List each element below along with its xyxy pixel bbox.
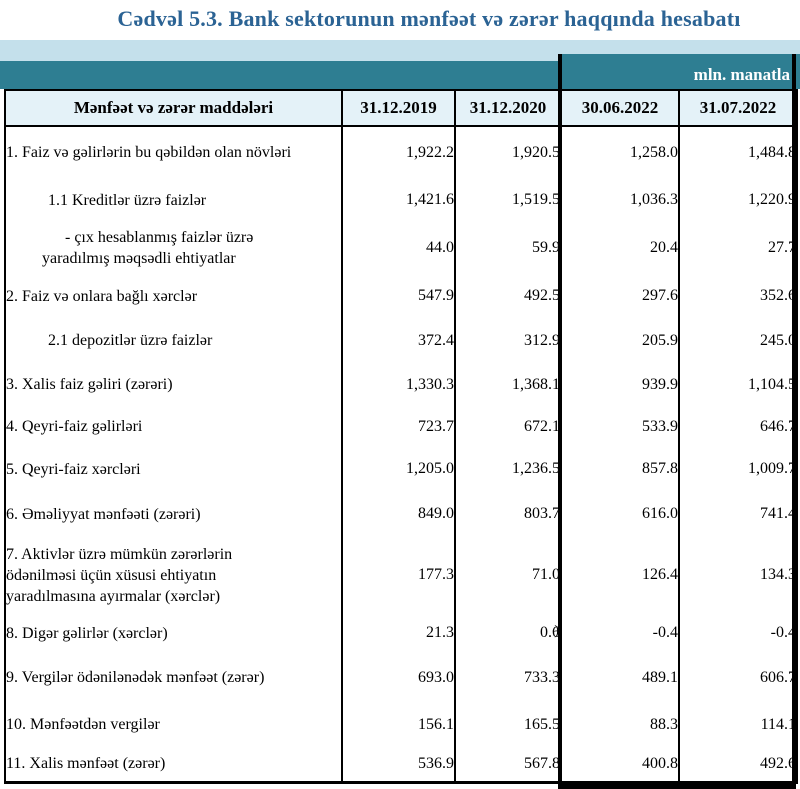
value-cell: 1,104.5	[678, 363, 797, 406]
row-label: 11. Xalis mənfəət (zərər)	[6, 755, 166, 773]
value-cell: 536.9	[341, 747, 455, 782]
row-label: - çıx hesablanmış faizlər üzrə yaradılmı…	[42, 229, 254, 267]
value-cell: 205.9	[560, 318, 679, 363]
value-cell: 59.9	[454, 222, 561, 274]
value-cell: 88.3	[560, 702, 679, 747]
value-cell: 1,920.5	[454, 126, 561, 178]
value-cell: 733.3	[454, 653, 561, 702]
value-cell: 71.0	[454, 537, 561, 613]
row-label: 2. Faiz və onlara bağlı xərclər	[6, 287, 198, 305]
row-label: 4. Qeyri-faiz gəlirləri	[6, 418, 143, 435]
stray-mark: )	[554, 623, 559, 639]
row-label: 5. Qeyri-faiz xərcləri	[6, 460, 141, 478]
value-cell: 1,036.3	[560, 178, 679, 222]
value-cell: 21.3	[341, 613, 455, 653]
value-cell: 27.7	[678, 222, 797, 274]
value-cell: 44.0	[341, 222, 455, 274]
row-label: 3. Xalis faiz gəliri (zərəri)	[6, 376, 173, 393]
unit-label: mln. manatla	[693, 65, 790, 84]
highlight-teal-step	[558, 54, 800, 61]
value-cell: 126.4	[560, 537, 679, 613]
value-cell: 1,484.8	[678, 126, 797, 178]
row-label: 8. Digər gəlirlər (xərclər)	[6, 624, 168, 642]
value-cell: 1,258.0	[560, 126, 679, 178]
table-row: 10. Mənfəətdən vergilər 156.1 165.5 88.3 114…	[5, 702, 797, 747]
column-header-jul2022: 31.07.2022	[678, 89, 798, 127]
value-cell: 134.3	[678, 537, 797, 613]
table-row: 3. Xalis faiz gəliri (zərəri) 1,330.3 1,36…	[5, 363, 797, 406]
table-header-row: Mənfəət və zərər maddələri 31.12.2019 31…	[4, 89, 798, 127]
value-cell: 0.6)	[454, 613, 561, 653]
value-cell: 400.8	[560, 747, 679, 782]
value-cell: 1,421.6	[341, 178, 455, 222]
row-label: 1.1 Kreditlər üzrə faizlər	[48, 191, 207, 209]
value-cell: 672.1	[454, 406, 561, 447]
value-cell: 1,220.9	[678, 178, 797, 222]
column-header-items: Mənfəət və zərər maddələri	[4, 89, 343, 127]
value-cell: 693.0	[341, 653, 455, 702]
table-row: 1. Faiz və gəlirlərin bu qəbildən olan n…	[5, 126, 797, 178]
value-cell: 857.8	[560, 447, 679, 491]
value-cell: 489.1	[560, 653, 679, 702]
value-cell: 646.7	[678, 406, 797, 447]
column-header-jun2022: 30.06.2022	[560, 89, 680, 127]
row-label: 9. Vergilər ödənilənədək mənfəət (zərər)	[6, 669, 265, 686]
value-cell: 1,330.3	[341, 363, 455, 406]
table-row: 9. Vergilər ödənilənədək mənfəət (zərər)…	[5, 653, 797, 702]
value-cell: 165.5	[454, 702, 561, 747]
row-label: 7. Aktivlər üzrə mümkün zərərlərin ödəni…	[6, 545, 233, 605]
value-cell: 533.9	[560, 406, 679, 447]
table-row: 11. Xalis mənfəət (zərər) 536.9 567.8 400.8…	[5, 747, 797, 782]
table-row: 8. Digər gəlirlər (xərclər) 21.3 0.6) -0.4-…	[5, 613, 797, 653]
row-label: 10. Mənfəətdən vergilər	[6, 716, 160, 733]
value-cell: -0.4	[560, 613, 679, 653]
value-cell: 372.4	[341, 318, 455, 363]
value-cell: 245.0	[678, 318, 797, 363]
value-cell: 297.6	[560, 274, 679, 318]
value-cell: 803.7	[454, 491, 561, 537]
value-cell: 312.9	[454, 318, 561, 363]
column-header-2020: 31.12.2020	[454, 89, 562, 127]
table-row: - çıx hesablanmış faizlər üzrə yaradılmı…	[5, 222, 797, 274]
table-row: 1.1 Kreditlər üzrə faizlər 1,421.6 1,519.5…	[5, 178, 797, 222]
value-cell: 547.9	[341, 274, 455, 318]
table-row: 2.1 depozitlər üzrə faizlər 372.4 312.9 205…	[5, 318, 797, 363]
value-cell: 1,205.0	[341, 447, 455, 491]
value-cell: 20.4	[560, 222, 679, 274]
value-cell: 492.5	[454, 274, 561, 318]
table-row: 2. Faiz və onlara bağlı xərclər 547.9 492.…	[5, 274, 797, 318]
table-row: 6. Əməliyyat mənfəəti (zərəri) 849.0 803.7…	[5, 491, 797, 537]
value-cell: 156.1	[341, 702, 455, 747]
table-row: 7. Aktivlər üzrə mümkün zərərlərin ödəni…	[5, 537, 797, 613]
value-cell: 177.3	[341, 537, 455, 613]
value-cell: 1,236.5	[454, 447, 561, 491]
value-cell: 723.7	[341, 406, 455, 447]
unit-band: mln. manatla	[0, 61, 800, 89]
value-cell: 567.8	[454, 747, 561, 782]
value-cell: 1,368.1	[454, 363, 561, 406]
value-cell: 1,922.2	[341, 126, 455, 178]
value-cell: 352.6	[678, 274, 797, 318]
row-label: 6. Əməliyyat mənfəəti (zərəri)	[6, 505, 201, 523]
row-label: 2.1 depozitlər üzrə faizlər	[48, 332, 213, 349]
value-cell: -0.4	[678, 613, 797, 653]
value-cell: 492.6	[678, 747, 797, 782]
value-cell: 1,519.5	[454, 178, 561, 222]
value-cell: 849.0	[341, 491, 455, 537]
value-cell: 741.4	[678, 491, 797, 537]
value-cell: 616.0	[560, 491, 679, 537]
value-cell: 606.7	[678, 653, 797, 702]
table-row: 5. Qeyri-faiz xərcləri 1,205.0 1,236.5 857.…	[5, 447, 797, 491]
row-label: 1. Faiz və gəlirlərin bu qəbildən olan n…	[6, 144, 292, 161]
table-title: Cədvəl 5.3. Bank sektorunun mənfəət və z…	[117, 6, 741, 31]
column-header-2019: 31.12.2019	[341, 89, 456, 127]
value-cell: 939.9	[560, 363, 679, 406]
value-cell: 1,009.7	[678, 447, 797, 491]
table-row: 4. Qeyri-faiz gəlirləri 723.7 672.1 533.9 64…	[5, 406, 797, 447]
profit-loss-table: Mənfəət və zərər maddələri 31.12.2019 31…	[4, 89, 798, 784]
value-cell: 114.1	[678, 702, 797, 747]
